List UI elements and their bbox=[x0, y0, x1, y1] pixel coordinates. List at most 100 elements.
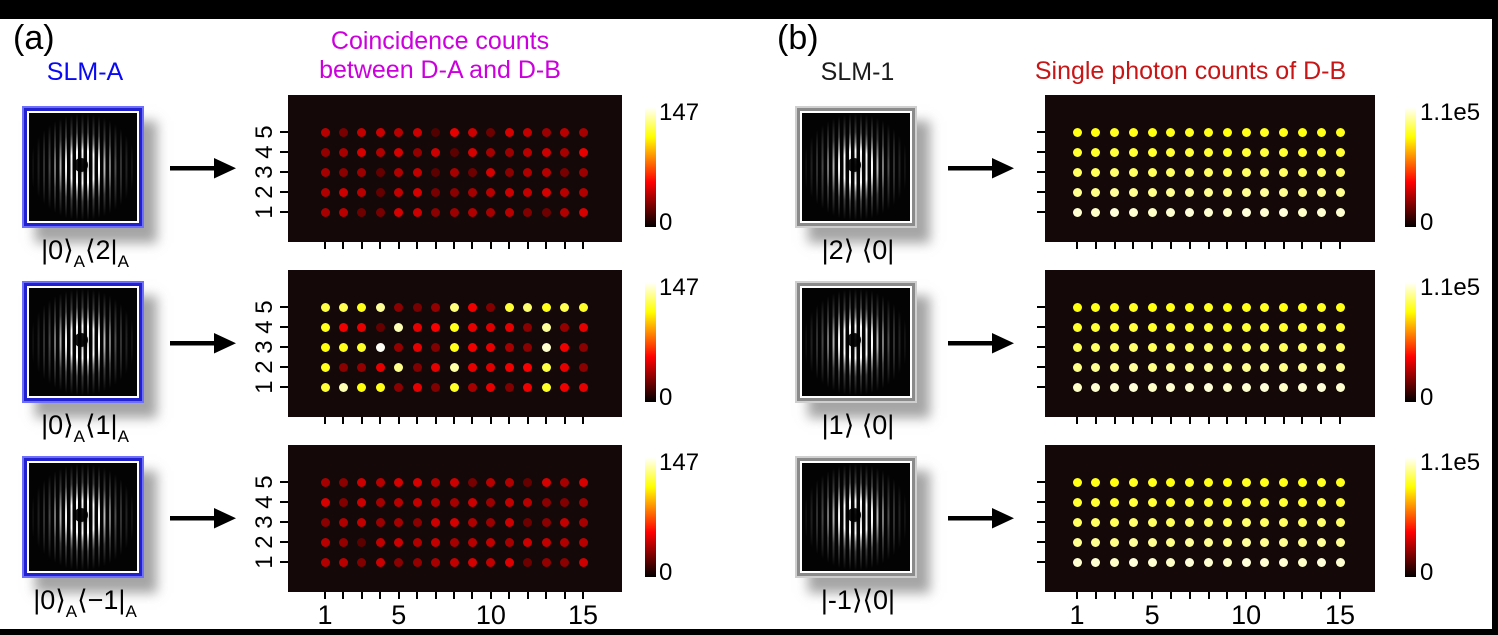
y-axis-tick bbox=[280, 151, 288, 153]
dot bbox=[320, 382, 330, 392]
dot bbox=[1185, 557, 1195, 567]
dot bbox=[1110, 477, 1120, 487]
slm-state-label-part: ⟨−1| bbox=[77, 585, 126, 615]
dot bbox=[1316, 537, 1326, 547]
dot bbox=[320, 537, 330, 547]
dot bbox=[560, 382, 570, 392]
dot bbox=[1147, 477, 1157, 487]
dot bbox=[357, 362, 367, 372]
dot bbox=[1204, 382, 1214, 392]
x-axis-tick bbox=[471, 417, 474, 424]
dot bbox=[449, 497, 459, 507]
dot bbox=[320, 477, 330, 487]
dot bbox=[1072, 362, 1082, 372]
dot bbox=[1166, 362, 1176, 372]
slm-image bbox=[795, 456, 917, 578]
x-axis-tick bbox=[1151, 417, 1154, 424]
slm-state-label-part: |0⟩ bbox=[33, 585, 66, 615]
x-axis-tick bbox=[1301, 242, 1304, 249]
x-axis-tick bbox=[1245, 592, 1248, 599]
dot bbox=[541, 537, 551, 547]
slm-state-label: |2⟩ ⟨0| bbox=[748, 235, 968, 272]
slm-image bbox=[795, 106, 917, 228]
x-axis-tick bbox=[489, 592, 492, 599]
dot bbox=[1297, 557, 1307, 567]
dot bbox=[394, 497, 404, 507]
slm-image bbox=[22, 281, 144, 403]
dot bbox=[1091, 497, 1101, 507]
dot bbox=[486, 127, 496, 137]
dot bbox=[357, 147, 367, 157]
dot bbox=[560, 477, 570, 487]
dot bbox=[486, 497, 496, 507]
dot bbox=[1241, 382, 1251, 392]
dot bbox=[1128, 477, 1138, 487]
dot bbox=[1222, 382, 1232, 392]
dot bbox=[394, 127, 404, 137]
x-axis-tick bbox=[342, 417, 345, 424]
dot bbox=[1335, 497, 1345, 507]
dot bbox=[504, 477, 514, 487]
dot bbox=[541, 342, 551, 352]
slm-image-inner bbox=[27, 286, 139, 398]
x-axis-tick bbox=[434, 592, 437, 599]
colorbar-min-label: 0 bbox=[1420, 559, 1434, 586]
dot bbox=[1128, 557, 1138, 567]
slm-state-label: |0⟩A⟨2|A bbox=[0, 235, 195, 272]
dot bbox=[560, 557, 570, 567]
x-axis-tick bbox=[1339, 592, 1342, 599]
dot bbox=[1072, 167, 1082, 177]
dot bbox=[1128, 342, 1138, 352]
slm-state-label-part: A bbox=[125, 602, 137, 621]
dot bbox=[1241, 322, 1251, 332]
slm-state-label-part: A bbox=[117, 252, 129, 271]
colorbar bbox=[645, 457, 656, 577]
x-axis-tick bbox=[1263, 417, 1266, 424]
dot bbox=[320, 167, 330, 177]
dot bbox=[1316, 302, 1326, 312]
dot bbox=[541, 322, 551, 332]
dot bbox=[412, 147, 422, 157]
dot bbox=[467, 382, 477, 392]
x-axis-tick bbox=[379, 242, 382, 249]
dot bbox=[1297, 147, 1307, 157]
bottom-border-bar bbox=[0, 629, 1498, 635]
arrow-icon bbox=[948, 331, 1014, 355]
dot bbox=[1335, 207, 1345, 217]
dot bbox=[1260, 147, 1270, 157]
dot bbox=[1185, 322, 1195, 332]
x-axis-tick bbox=[1339, 242, 1342, 249]
dot bbox=[431, 382, 441, 392]
dot bbox=[1185, 207, 1195, 217]
dot bbox=[541, 147, 551, 157]
dot bbox=[1204, 497, 1214, 507]
dot bbox=[431, 207, 441, 217]
dot bbox=[1335, 382, 1345, 392]
coincidence-title-line1: Coincidence counts bbox=[330, 27, 550, 55]
dot bbox=[1222, 517, 1232, 527]
dot bbox=[1072, 187, 1082, 197]
dot bbox=[338, 127, 348, 137]
dot bbox=[1222, 187, 1232, 197]
dot bbox=[467, 167, 477, 177]
dot bbox=[560, 302, 570, 312]
dot bbox=[394, 382, 404, 392]
dot bbox=[578, 497, 588, 507]
dot bbox=[1260, 207, 1270, 217]
dot bbox=[1147, 302, 1157, 312]
x-tick-label: 15 bbox=[1325, 600, 1356, 630]
slm-hologram-svg bbox=[802, 463, 912, 571]
dot bbox=[523, 302, 533, 312]
y-axis-tick bbox=[1037, 521, 1045, 523]
dot bbox=[375, 382, 385, 392]
y-axis-tick bbox=[280, 131, 288, 133]
slm-hologram-svg bbox=[802, 113, 912, 221]
dot bbox=[412, 557, 422, 567]
dot bbox=[1147, 497, 1157, 507]
dot bbox=[1260, 187, 1270, 197]
dot bbox=[1297, 382, 1307, 392]
dot bbox=[1091, 147, 1101, 157]
y-axis-tick bbox=[280, 171, 288, 173]
y-axis-tick bbox=[280, 521, 288, 523]
dot bbox=[338, 362, 348, 372]
